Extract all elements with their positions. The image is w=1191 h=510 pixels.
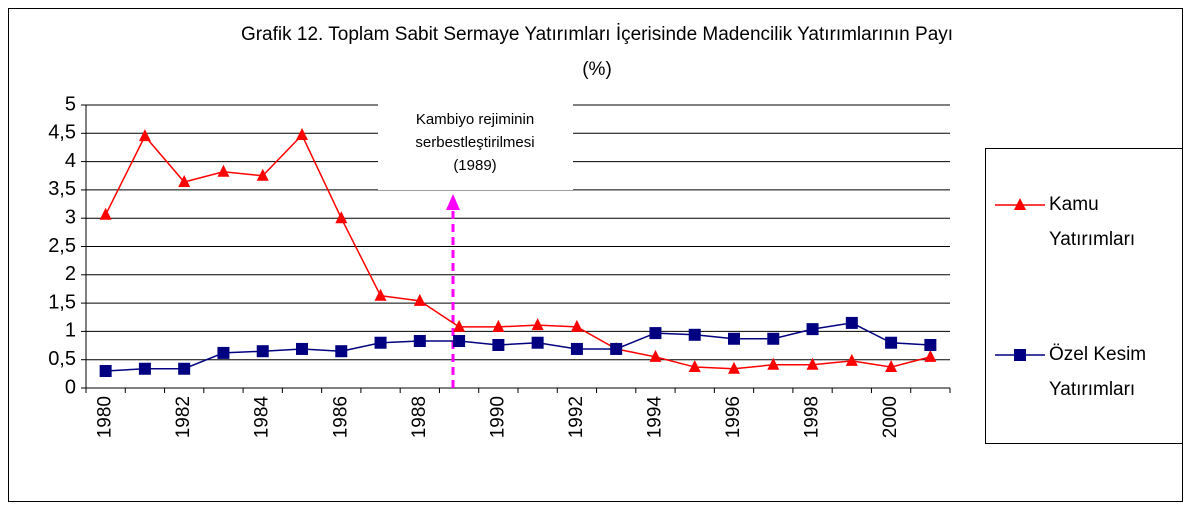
chart-subtitle: (%): [582, 59, 612, 80]
marker: [296, 342, 308, 355]
marker: [374, 288, 387, 301]
legend-label: Özel Kesim Yatırımları: [1049, 344, 1147, 400]
x-tick-label: 1998: [802, 396, 823, 438]
marker: [99, 365, 112, 378]
annotation-arrowhead: [446, 194, 460, 210]
marker: [492, 338, 505, 351]
marker: [806, 323, 819, 336]
legend-label: Kamu Yatırımları: [1049, 194, 1136, 250]
x-tick-label: 1990: [487, 396, 508, 438]
marker: [845, 353, 858, 366]
marker: [885, 360, 898, 373]
marker: [649, 349, 662, 362]
annotation-text: Kambiyo rejiminin: [416, 111, 534, 128]
marker: [256, 168, 269, 181]
y-tick-label: 2: [65, 263, 76, 285]
marker: [570, 342, 583, 355]
x-tick-label: 1988: [409, 396, 430, 438]
marker: [688, 328, 701, 341]
annotation-text: serbestleştirilmesi: [415, 134, 534, 151]
annotation-text: (1989): [453, 157, 496, 174]
marker: [138, 129, 151, 142]
marker: [492, 319, 505, 332]
marker: [531, 336, 544, 349]
y-tick-label: 0: [65, 376, 76, 398]
marker: [374, 336, 387, 349]
marker: [178, 362, 191, 375]
marker: [335, 345, 348, 358]
marker: [99, 207, 112, 220]
marker: [728, 332, 740, 345]
marker: [610, 342, 623, 355]
marker: [767, 332, 780, 345]
y-tick-label: 1,5: [48, 291, 76, 313]
y-tick-label: 4,5: [48, 122, 76, 144]
marker: [649, 327, 662, 340]
marker: [570, 319, 583, 332]
marker: [806, 357, 819, 370]
marker: [217, 164, 230, 177]
x-tick-label: 1994: [644, 396, 665, 439]
marker: [296, 127, 308, 140]
annotation-box: [378, 100, 573, 190]
y-tick-label: 3: [65, 206, 76, 228]
series-line: [104, 133, 931, 370]
marker: [924, 349, 937, 362]
x-tick-label: 2000: [880, 396, 901, 438]
x-tick-label: 1982: [173, 396, 194, 438]
y-tick-label: 1: [65, 320, 76, 342]
marker: [924, 338, 937, 351]
marker: [413, 335, 426, 348]
marker: [767, 357, 780, 370]
marker: [178, 174, 191, 187]
legend-box: [985, 148, 1183, 444]
marker: [256, 345, 269, 358]
marker: [138, 362, 151, 375]
chart-title: Grafik 12. Toplam Sabit Sermaye Yatırıml…: [241, 24, 953, 45]
marker: [728, 361, 740, 374]
legend-marker: [1014, 198, 1026, 210]
x-tick-label: 1980: [95, 396, 116, 438]
legend-marker: [1014, 349, 1026, 361]
marker: [413, 293, 426, 306]
x-tick-label: 1992: [566, 396, 587, 438]
marker: [688, 360, 701, 373]
y-tick-label: 2,5: [48, 235, 76, 257]
marker: [845, 316, 858, 329]
series-line: [105, 322, 931, 372]
x-tick-label: 1984: [252, 396, 273, 439]
x-tick-label: 1986: [330, 396, 351, 438]
y-tick-label: 4: [65, 150, 76, 172]
y-tick-label: 5: [65, 93, 76, 115]
marker: [217, 346, 230, 359]
marker: [453, 319, 466, 332]
marker: [335, 211, 348, 224]
y-tick-label: 3,5: [48, 178, 76, 200]
x-tick-label: 1996: [723, 396, 744, 438]
marker: [885, 336, 898, 349]
y-tick-label: 0,5: [48, 348, 76, 370]
marker: [453, 335, 466, 348]
marker: [531, 318, 544, 331]
